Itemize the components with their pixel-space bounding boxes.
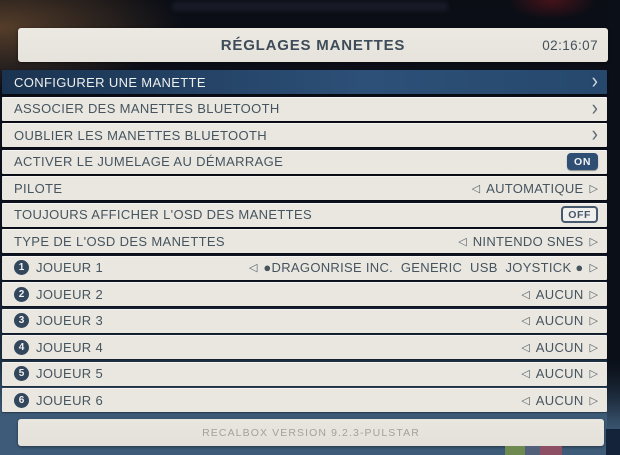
player-number-badge: 3 bbox=[14, 313, 29, 328]
menu-item-player-5[interactable]: 5 JOUEUR 5 ◁ AUCUN ▷ bbox=[2, 361, 607, 386]
menu-item-label: CONFIGURER UNE MANETTE bbox=[14, 74, 206, 90]
menu-item-pairing-at-boot[interactable]: ACTIVER LE JUMELAGE AU DÉMARRAGE ON bbox=[2, 149, 607, 174]
toggle-on-badge[interactable]: ON bbox=[567, 153, 598, 170]
arrow-left-icon[interactable]: ◁ bbox=[521, 368, 530, 380]
option-value: AUCUN bbox=[535, 392, 584, 408]
menu-item-label: JOUEUR 4 bbox=[36, 339, 104, 355]
arrow-right-icon[interactable]: ▷ bbox=[589, 315, 598, 327]
chevron-right-icon: › bbox=[591, 122, 598, 147]
arrow-left-icon[interactable]: ◁ bbox=[521, 394, 530, 407]
arrow-left-icon[interactable]: ◁ bbox=[521, 315, 530, 327]
arrow-right-icon[interactable]: ▷ bbox=[589, 341, 598, 354]
arrow-right-icon[interactable]: ▷ bbox=[589, 182, 598, 195]
menu-item-configure-controller[interactable]: CONFIGURER UNE MANETTE › bbox=[2, 70, 607, 94]
arrow-right-icon[interactable]: ▷ bbox=[589, 235, 598, 248]
option-value: AUCUN bbox=[535, 286, 584, 302]
background-corner-shade bbox=[606, 429, 620, 455]
menu-item-label: JOUEUR 1 bbox=[36, 260, 104, 275]
arrow-right-icon[interactable]: ▷ bbox=[589, 368, 598, 380]
menu-item-label: PILOTE bbox=[14, 180, 63, 196]
menu-item-driver[interactable]: PILOTE ◁ AUTOMATIQUE ▷ bbox=[2, 176, 607, 200]
settings-menu-list: CONFIGURER UNE MANETTE › ASSOCIER DES MA… bbox=[2, 70, 607, 412]
menu-item-player-3[interactable]: 3 JOUEUR 3 ◁ AUCUN ▷ bbox=[2, 308, 607, 333]
option-value: AUCUN bbox=[535, 366, 584, 381]
arrow-left-icon[interactable]: ◁ bbox=[521, 341, 530, 354]
menu-item-label: ASSOCIER DES MANETTES BLUETOOTH bbox=[14, 101, 280, 116]
option-value: AUCUN bbox=[535, 313, 584, 328]
menu-item-always-show-osd[interactable]: TOUJOURS AFFICHER L'OSD DES MANETTES OFF bbox=[2, 202, 607, 227]
background-theme-square-maroon bbox=[540, 446, 562, 455]
chevron-right-icon: › bbox=[591, 95, 598, 120]
option-value: AUCUN bbox=[535, 339, 584, 355]
menu-item-forget-bluetooth[interactable]: OUBLIER LES MANETTES BLUETOOTH › bbox=[2, 123, 607, 147]
background-theme-square-green bbox=[505, 446, 525, 455]
option-value: AUTOMATIQUE bbox=[486, 180, 584, 196]
menu-item-label: TYPE DE L'OSD DES MANETTES bbox=[14, 233, 225, 249]
arrow-right-icon[interactable]: ▷ bbox=[589, 394, 598, 407]
menu-item-player-6[interactable]: 6 JOUEUR 6 ◁ AUCUN ▷ bbox=[2, 388, 607, 412]
option-value: NINTENDO SNES bbox=[472, 233, 584, 249]
menu-item-label: JOUEUR 3 bbox=[36, 313, 104, 328]
page-title: RÉGLAGES MANETTES bbox=[220, 36, 406, 54]
version-text: RECALBOX VERSION 9.2.3-PULSTAR bbox=[202, 426, 420, 439]
arrow-left-icon[interactable]: ◁ bbox=[521, 288, 530, 301]
background-theme-square-slate bbox=[525, 446, 540, 455]
menu-item-label: ACTIVER LE JUMELAGE AU DÉMARRAGE bbox=[14, 154, 284, 169]
player-number-badge: 1 bbox=[14, 260, 29, 275]
menu-item-label: OUBLIER LES MANETTES BLUETOOTH bbox=[14, 127, 267, 143]
menu-item-label: TOUJOURS AFFICHER L'OSD DES MANETTES bbox=[14, 207, 312, 222]
background-shade bbox=[607, 0, 620, 438]
arrow-left-icon[interactable]: ◁ bbox=[248, 262, 258, 274]
title-bar: RÉGLAGES MANETTES 02:16:07 bbox=[18, 28, 608, 62]
menu-item-label: JOUEUR 2 bbox=[36, 286, 104, 302]
background-ghost-text bbox=[172, 2, 448, 11]
menu-item-label: JOUEUR 5 bbox=[36, 366, 104, 381]
menu-item-player-4[interactable]: 4 JOUEUR 4 ◁ AUCUN ▷ bbox=[2, 335, 607, 359]
clock: 02:16:07 bbox=[542, 37, 598, 53]
menu-item-label: JOUEUR 6 bbox=[36, 392, 104, 408]
player-number-badge: 5 bbox=[14, 366, 29, 381]
arrow-left-icon[interactable]: ◁ bbox=[458, 235, 467, 248]
player-number-badge: 2 bbox=[14, 286, 29, 302]
chevron-right-icon: › bbox=[591, 69, 598, 94]
menu-item-player-1[interactable]: 1 JOUEUR 1 ◁ ●DRAGONRISE INC. GENERIC US… bbox=[2, 255, 607, 280]
player-number-badge: 6 bbox=[14, 392, 29, 408]
menu-item-osd-type[interactable]: TYPE DE L'OSD DES MANETTES ◁ NINTENDO SN… bbox=[2, 229, 607, 253]
menu-item-pair-bluetooth[interactable]: ASSOCIER DES MANETTES BLUETOOTH › bbox=[2, 95, 607, 121]
option-value: ●DRAGONRISE INC. GENERIC USB JOYSTICK ● bbox=[263, 260, 584, 275]
menu-item-player-2[interactable]: 2 JOUEUR 2 ◁ AUCUN ▷ bbox=[2, 282, 607, 306]
arrow-left-icon[interactable]: ◁ bbox=[471, 182, 481, 195]
arrow-right-icon[interactable]: ▷ bbox=[589, 288, 598, 301]
arrow-right-icon[interactable]: ▷ bbox=[589, 262, 598, 274]
toggle-off-badge[interactable]: OFF bbox=[561, 206, 598, 223]
player-number-badge: 4 bbox=[14, 339, 29, 355]
footer-bar: RECALBOX VERSION 9.2.3-PULSTAR bbox=[18, 419, 604, 446]
